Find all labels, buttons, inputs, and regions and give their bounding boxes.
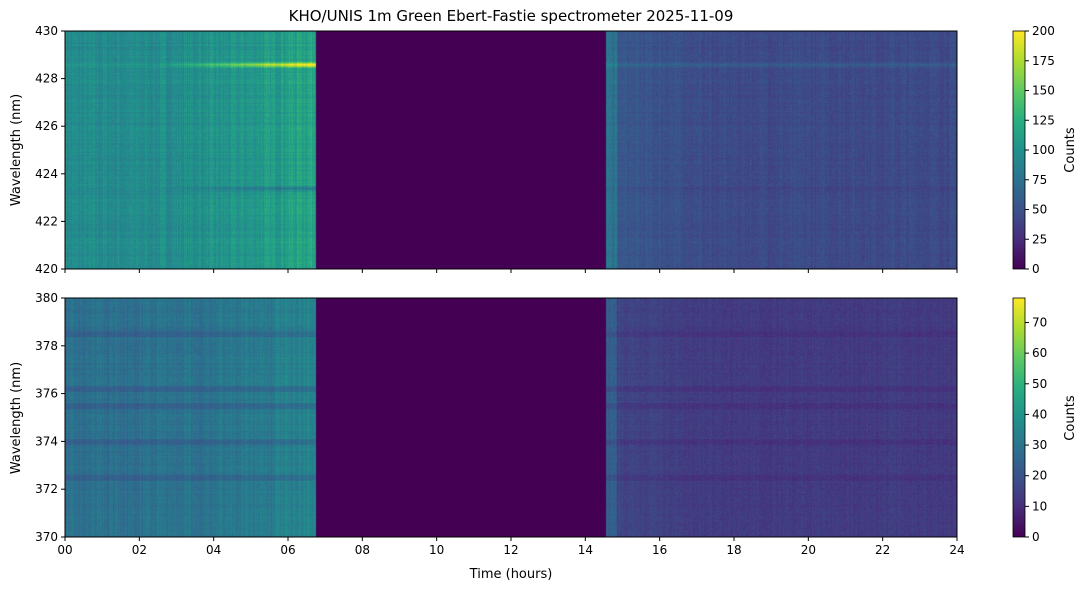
y-tick-label: 428 bbox=[35, 72, 58, 86]
axis-ticks-bottom: 00 02 04 06 08 10 12 14 16 18 20 22 24 370 372 374 376 37… bbox=[35, 291, 965, 557]
x-axis-label: Time (hours) bbox=[469, 567, 553, 582]
colorbar-tick-label: 10 bbox=[1032, 499, 1047, 513]
y-tick-label: 424 bbox=[35, 167, 58, 181]
colorbar-bottom-scale bbox=[1012, 297, 1026, 538]
colorbar-top-label: Counts bbox=[1063, 127, 1078, 173]
colorbar-tick-label: 150 bbox=[1032, 84, 1055, 98]
colorbar-tick-label: 30 bbox=[1032, 438, 1047, 452]
y-tick-label: 378 bbox=[35, 339, 58, 353]
colorbar-tick-label: 100 bbox=[1032, 143, 1055, 157]
heatmap-top bbox=[65, 31, 957, 269]
colorbar-tick-label: 0 bbox=[1032, 262, 1040, 276]
panel-top: 420 422 424 426 428 430 Wavelength (nm) bbox=[9, 24, 958, 276]
colorbar-bottom: 0 10 20 30 40 50 60 70 Counts bbox=[1012, 297, 1078, 544]
y-tick-label: 422 bbox=[35, 214, 58, 228]
x-tick-label: 20 bbox=[801, 543, 816, 557]
y-tick-label: 376 bbox=[35, 387, 58, 401]
y-tick-label: 426 bbox=[35, 119, 58, 133]
x-tick-label: 24 bbox=[949, 543, 964, 557]
panel-bottom: 00 02 04 06 08 10 12 14 16 18 20 22 24 370 372 374 376 37… bbox=[9, 291, 965, 582]
colorbar-bottom-ticks: 0 10 20 30 40 50 60 70 bbox=[1025, 316, 1047, 544]
x-tick-label: 06 bbox=[280, 543, 295, 557]
colorbar-tick-label: 0 bbox=[1032, 530, 1040, 544]
y-axis-label-bottom: Wavelength (nm) bbox=[9, 362, 24, 474]
y-tick-label: 372 bbox=[35, 482, 58, 496]
colorbar-tick-label: 175 bbox=[1032, 54, 1055, 68]
colorbar-tick-label: 50 bbox=[1032, 377, 1047, 391]
colorbar-tick-label: 20 bbox=[1032, 469, 1047, 483]
colorbar-tick-label: 25 bbox=[1032, 232, 1047, 246]
x-tick-label: 22 bbox=[875, 543, 890, 557]
y-tick-label: 374 bbox=[35, 434, 58, 448]
x-tick-label: 00 bbox=[57, 543, 72, 557]
x-tick-label: 18 bbox=[726, 543, 741, 557]
y-tick-label: 370 bbox=[35, 530, 58, 544]
x-tick-label: 12 bbox=[503, 543, 518, 557]
colorbar-bottom-label: Counts bbox=[1063, 395, 1078, 441]
y-tick-label: 380 bbox=[35, 291, 58, 305]
colorbar-tick-label: 40 bbox=[1032, 407, 1047, 421]
heatmap-bottom bbox=[65, 298, 957, 537]
x-tick-label: 16 bbox=[652, 543, 667, 557]
colorbar-top-scale bbox=[1012, 30, 1026, 270]
x-tick-label: 02 bbox=[132, 543, 147, 557]
x-tick-label: 14 bbox=[578, 543, 593, 557]
x-tick-label: 04 bbox=[206, 543, 221, 557]
axis-ticks-top: 420 422 424 426 428 430 bbox=[35, 24, 958, 276]
y-axis-label-top: Wavelength (nm) bbox=[9, 94, 24, 206]
colorbar-tick-label: 70 bbox=[1032, 316, 1047, 330]
colorbar-top: 0 25 50 75 100 125 150 175 200 Counts bbox=[1012, 24, 1078, 276]
figure-title: KHO/UNIS 1m Green Ebert-Fastie spectrome… bbox=[289, 7, 734, 25]
colorbar-tick-label: 50 bbox=[1032, 203, 1047, 217]
colorbar-tick-label: 75 bbox=[1032, 173, 1047, 187]
x-tick-label: 10 bbox=[429, 543, 444, 557]
colorbar-tick-label: 125 bbox=[1032, 113, 1055, 127]
y-tick-label: 420 bbox=[35, 262, 58, 276]
y-tick-label: 430 bbox=[35, 24, 58, 38]
x-tick-label: 08 bbox=[355, 543, 370, 557]
colorbar-top-ticks: 0 25 50 75 100 125 150 175 200 bbox=[1025, 24, 1055, 276]
colorbar-tick-label: 200 bbox=[1032, 24, 1055, 38]
colorbar-tick-label: 60 bbox=[1032, 346, 1047, 360]
